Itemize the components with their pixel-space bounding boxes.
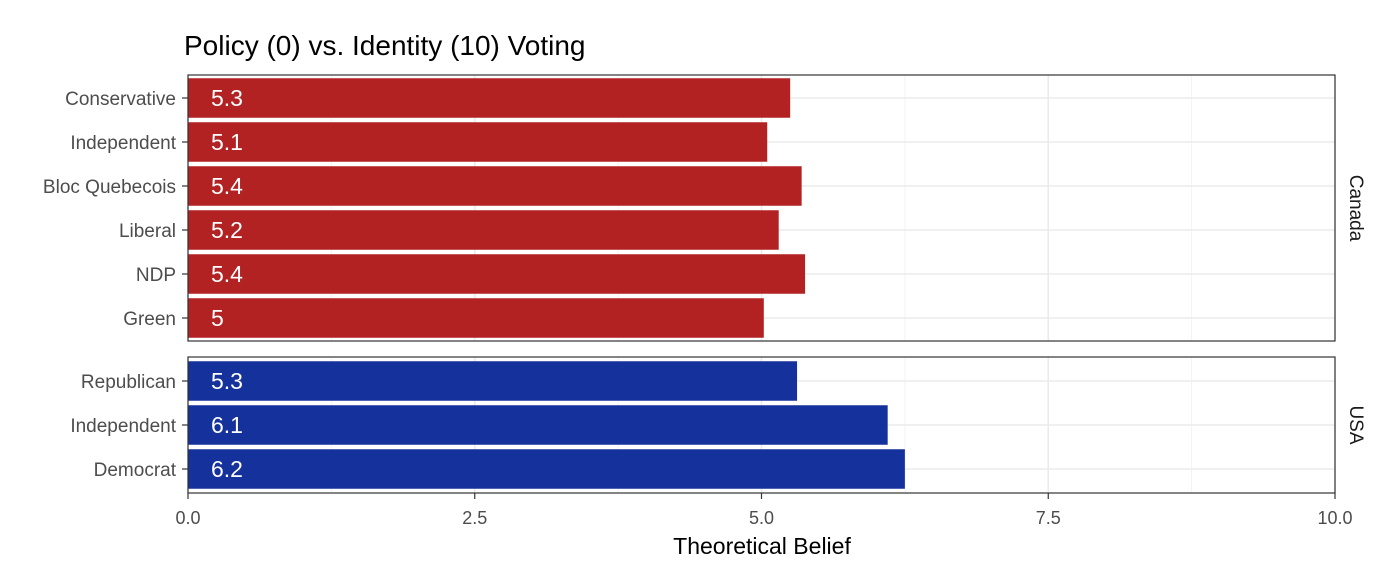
bar-canada-liberal bbox=[188, 210, 779, 250]
bar-canada-bloc-quebecois bbox=[188, 166, 802, 206]
x-tick-label: 10.0 bbox=[1317, 508, 1352, 528]
bar-value-label: 5.4 bbox=[211, 173, 243, 199]
bar-value-label: 6.1 bbox=[211, 412, 243, 438]
bar-canada-ndp bbox=[188, 254, 806, 294]
x-tick-label: 2.5 bbox=[462, 508, 487, 528]
bar-value-label: 5.1 bbox=[211, 129, 243, 155]
x-tick-label: 7.5 bbox=[1036, 508, 1061, 528]
bar-canada-conservative bbox=[188, 78, 791, 118]
bar-value-label: 5.2 bbox=[211, 217, 243, 243]
chart-title: Policy (0) vs. Identity (10) Voting bbox=[184, 30, 586, 61]
category-label: Independent bbox=[70, 133, 176, 154]
bar-canada-green bbox=[188, 298, 764, 338]
bar-canada-independent bbox=[188, 122, 768, 162]
category-label: Green bbox=[123, 309, 176, 330]
category-label: Republican bbox=[81, 372, 176, 393]
x-tick-label: 5.0 bbox=[749, 508, 774, 528]
facet-panels: 5.3 Conservative 5.1 Independent 5.4 Bloc Que… bbox=[43, 74, 1366, 494]
bar-value-label: 6.2 bbox=[211, 456, 243, 482]
bar-usa-republican bbox=[188, 361, 798, 401]
bar-value-label: 5 bbox=[211, 305, 224, 331]
category-label: Democrat bbox=[94, 460, 177, 481]
bar-value-label: 5.4 bbox=[211, 261, 243, 287]
bar-value-label: 5.3 bbox=[211, 85, 243, 111]
panel-border bbox=[187, 74, 1336, 342]
facet-panel-canada: 5.3 Conservative 5.1 Independent 5.4 Bloc Que… bbox=[43, 74, 1366, 342]
category-label: Conservative bbox=[65, 89, 176, 110]
facet-strip-label: Canada bbox=[1345, 175, 1366, 242]
bar-usa-independent bbox=[188, 405, 888, 445]
category-label: Liberal bbox=[119, 221, 176, 242]
category-label: Bloc Quebecois bbox=[43, 177, 176, 198]
bar-value-label: 5.3 bbox=[211, 368, 243, 394]
x-tick-label: 0.0 bbox=[175, 508, 200, 528]
facet-panel-usa: 5.3 Republican 6.1 Independent 6.2 Democrat US… bbox=[70, 356, 1366, 494]
bar-usa-democrat bbox=[188, 449, 905, 489]
category-label: Independent bbox=[70, 416, 176, 437]
category-label: NDP bbox=[136, 265, 176, 286]
x-axis-title: Theoretical Belief bbox=[673, 533, 851, 559]
facet-strip-label: USA bbox=[1345, 405, 1366, 444]
x-axis: 0.0 2.5 5.0 7.5 10.0 bbox=[175, 493, 1353, 528]
